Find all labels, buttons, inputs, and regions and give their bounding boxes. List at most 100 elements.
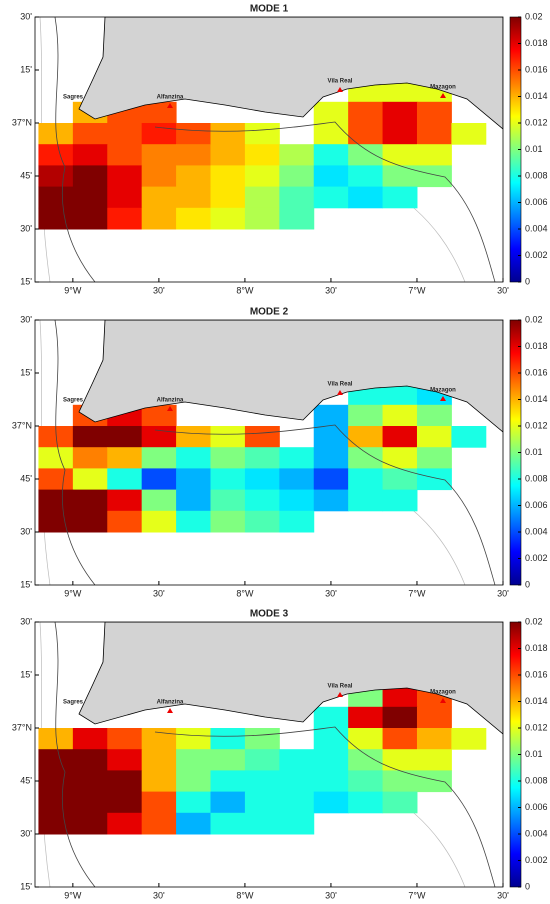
x-tick-label: 7°W [408,285,426,295]
place-label: Vila Real [328,382,353,388]
colorbar-label: 0.014 [525,394,548,404]
field-cell [348,186,384,209]
field-cell [141,510,177,533]
colorbar-label: 0.008 [525,473,548,483]
field-cell [348,165,384,188]
x-tick-label: 7°W [408,588,426,598]
field-cell [451,728,487,750]
field-cell [107,447,143,469]
colorbar-label: 0.02 [525,11,543,21]
place-label: Alfanzina [157,95,184,101]
field-cell [72,812,108,835]
y-tick-label: 15' [20,367,32,377]
y-tick-label: 37°N [12,420,32,430]
map-area [38,320,503,585]
y-tick-label: 30' [20,314,32,324]
y-tick-label: 15' [20,669,32,679]
place-label: Vila Real [328,79,353,85]
y-tick-label: 30' [20,11,32,21]
x-tick-label: 7°W [408,890,426,900]
field-cell [38,186,74,209]
field-cell [279,749,315,771]
field-cell [38,489,74,512]
field-cell [107,144,143,166]
colorbar-label: 0.014 [525,696,548,706]
field-cell [107,749,143,771]
field-cell [38,510,74,533]
colorbar-label: 0.016 [525,669,548,679]
field-cell [176,791,211,814]
field-cell [348,404,384,427]
field-cell [107,489,143,512]
place-label: Sagres [63,95,84,101]
field-cell [244,468,280,491]
field-cell [451,426,487,448]
field-cell [416,165,452,188]
field-cell [382,770,418,793]
panel-title: MODE 3 [250,609,289,620]
field-cell [313,447,349,469]
colorbar: 0 0.002 0.004 0.006 0.008 0.01 0.012 0.014 0.016… [509,11,548,286]
field-cell [244,186,280,209]
map-panel: Sagres Alfanzina Vila Real Mazagon 9°W 30' 8°W… [12,314,509,598]
colorbar-label: 0.02 [525,314,543,324]
colorbar-label: 0.004 [525,828,548,838]
field-cell [416,426,452,448]
y-tick-label: 45' [20,473,32,483]
field-cell [107,186,143,209]
field-cell [416,404,452,427]
station-marker [167,708,173,713]
field-cell [176,186,211,209]
field-cell [176,510,211,533]
field-cell [72,447,108,469]
field-cell [348,468,384,491]
y-tick-label: 30' [20,828,32,838]
field-cell [38,468,74,491]
field-cell [141,770,177,793]
colorbar-label: 0.006 [525,500,548,510]
field-cell [348,144,384,166]
bathymetry-contour [54,17,496,282]
field-cell [382,383,418,406]
field-cell [313,404,349,427]
field-cell [176,468,211,491]
y-tick-label: 30' [20,616,32,626]
field-cell [279,489,315,512]
field-cell [313,770,349,793]
field-cell [382,685,418,708]
y-tick-label: 15' [20,579,32,589]
field-cell [210,489,246,512]
field-cell [313,165,349,188]
field-cell [141,791,177,814]
field-cell [141,165,177,188]
map-frame [34,319,504,586]
x-tick-label: 8°W [236,890,254,900]
colorbar-label: 0.01 [525,447,543,457]
field-cell [348,426,384,448]
field-cell [348,770,384,793]
y-tick-label: 30' [20,526,32,536]
y-tick-label: 37°N [12,117,32,127]
land [78,17,503,130]
field-cell [244,426,280,448]
field-cell [313,706,349,729]
field-cell [244,791,280,814]
field-cell [382,80,418,103]
field-cell [176,770,211,793]
field-cell [176,144,211,166]
field-cell [38,812,74,835]
colorbar-label: 0.004 [525,526,548,536]
station-marker [440,698,446,703]
field-cell [313,186,349,209]
field-cell [72,426,108,448]
field-cell [279,812,315,835]
field-cell [244,749,280,771]
field-cell [313,468,349,491]
field-cell [72,728,108,750]
field-cell [210,186,246,209]
field-cell [416,749,452,771]
colorbar-label: 0.01 [525,749,543,759]
colorbar-label: 0.01 [525,144,543,154]
station-marker [337,390,343,395]
field-cell [313,123,349,145]
